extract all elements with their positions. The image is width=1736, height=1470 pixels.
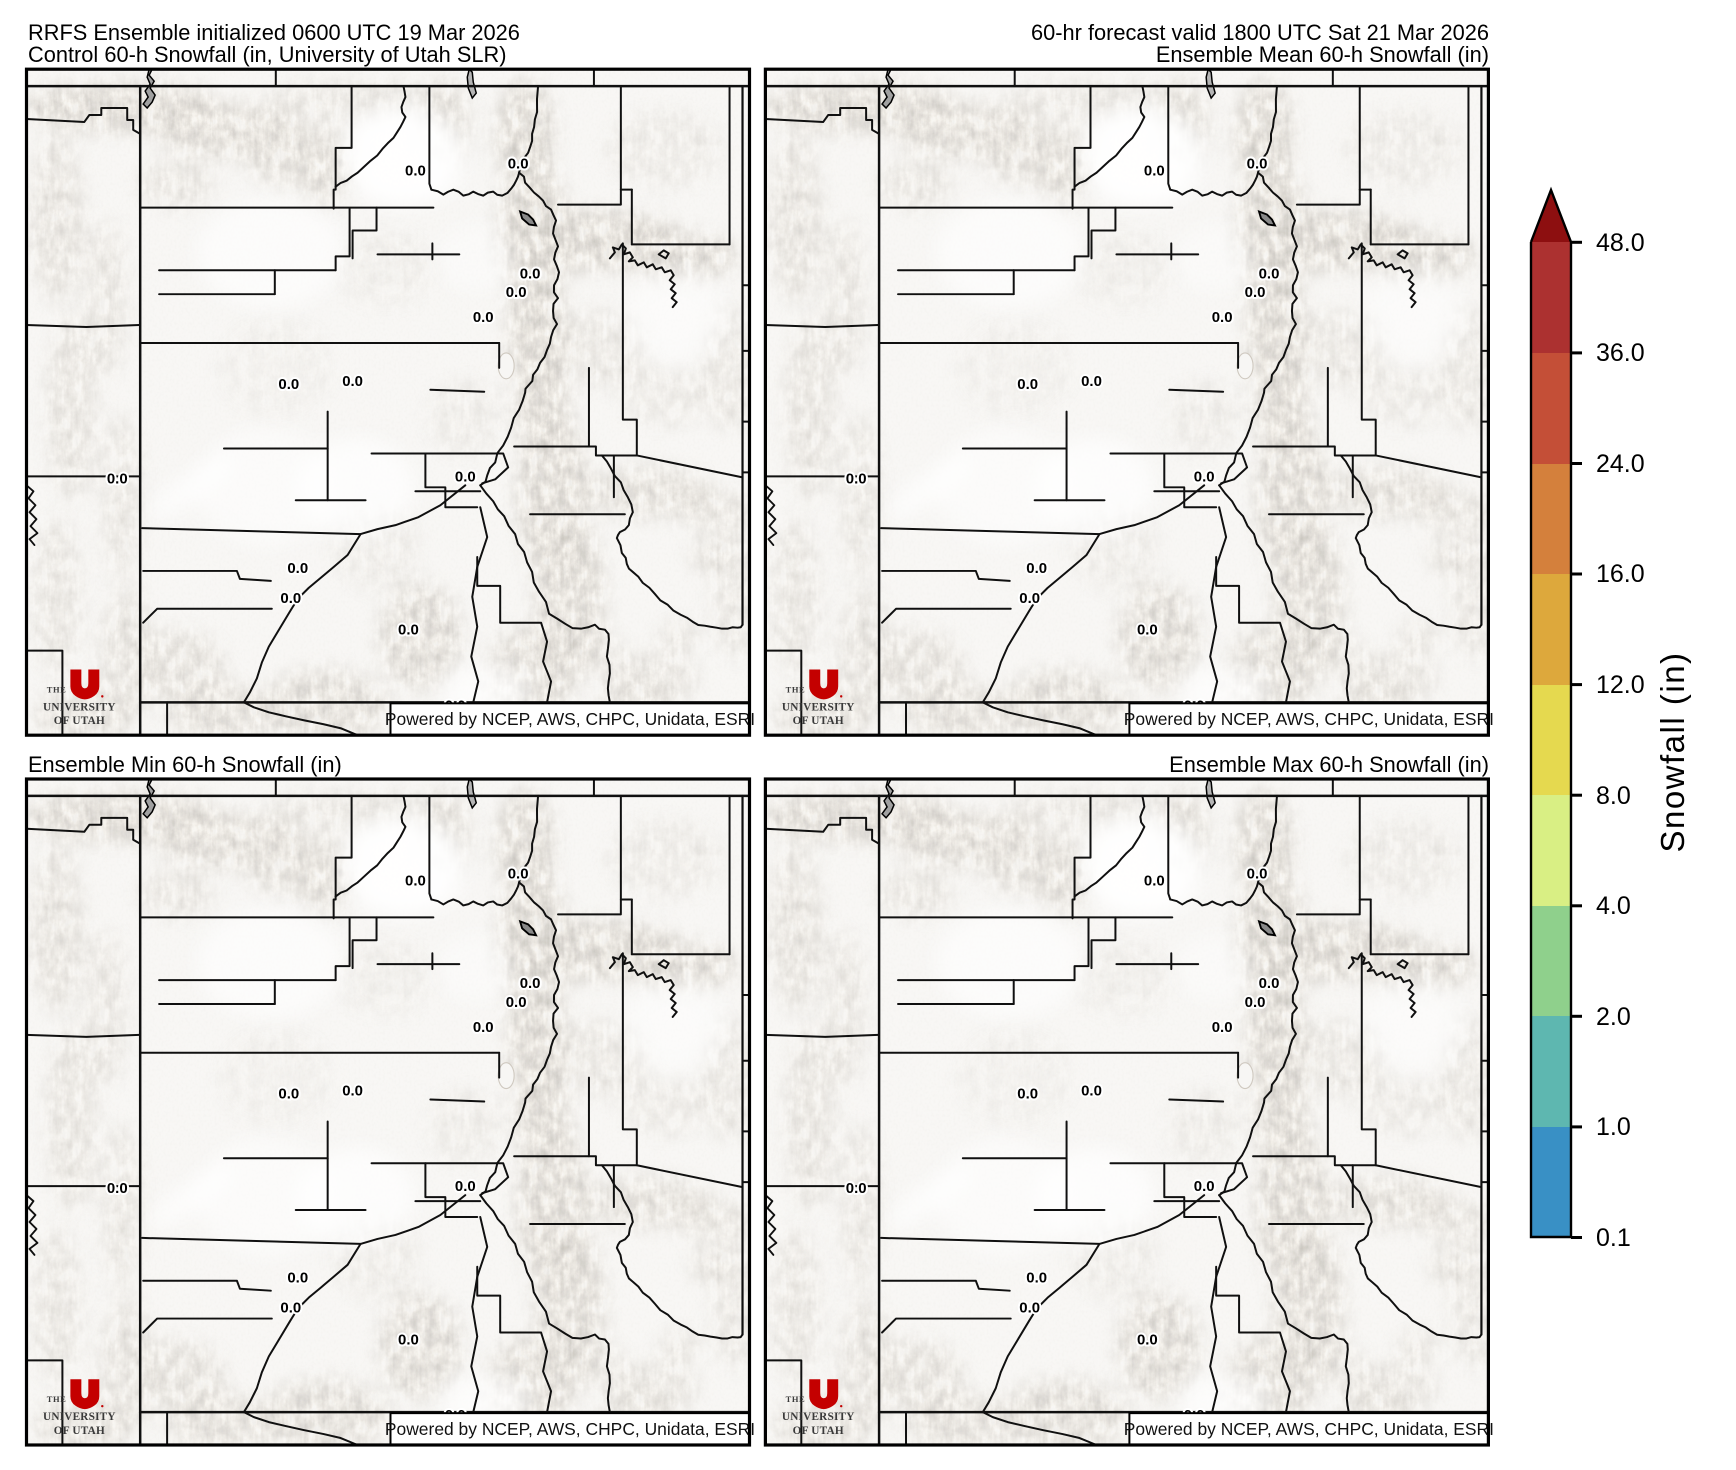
svg-text:48.0: 48.0 (1596, 229, 1645, 257)
svg-text:36.0: 36.0 (1596, 339, 1645, 367)
svg-text:24.0: 24.0 (1596, 450, 1645, 478)
svg-text:Ensemble Min 60-h Snowfall (in: Ensemble Min 60-h Snowfall (in) (28, 752, 342, 777)
svg-text:12.0: 12.0 (1596, 671, 1645, 699)
svg-text:RRFS Ensemble initialized 0600: RRFS Ensemble initialized 0600 UTC 19 Ma… (28, 20, 520, 45)
svg-text:2.0: 2.0 (1596, 1003, 1631, 1031)
svg-text:8.0: 8.0 (1596, 782, 1631, 810)
svg-text:16.0: 16.0 (1596, 560, 1645, 588)
svg-text:Ensemble Mean 60-h Snowfall (i: Ensemble Mean 60-h Snowfall (in) (1156, 42, 1489, 67)
svg-text:60-hr forecast valid 1800 UTC: 60-hr forecast valid 1800 UTC Sat 21 Mar… (1031, 20, 1489, 45)
svg-text:Control 60-h Snowfall (in, Uni: Control 60-h Snowfall (in, University of… (28, 42, 507, 67)
svg-text:Ensemble Max 60-h Snowfall (in: Ensemble Max 60-h Snowfall (in) (1169, 752, 1489, 777)
svg-text:1.0: 1.0 (1596, 1113, 1631, 1141)
svg-text:Snowfall (in): Snowfall (in) (1654, 651, 1691, 852)
svg-text:0.1: 0.1 (1596, 1224, 1631, 1252)
svg-text:4.0: 4.0 (1596, 892, 1631, 920)
